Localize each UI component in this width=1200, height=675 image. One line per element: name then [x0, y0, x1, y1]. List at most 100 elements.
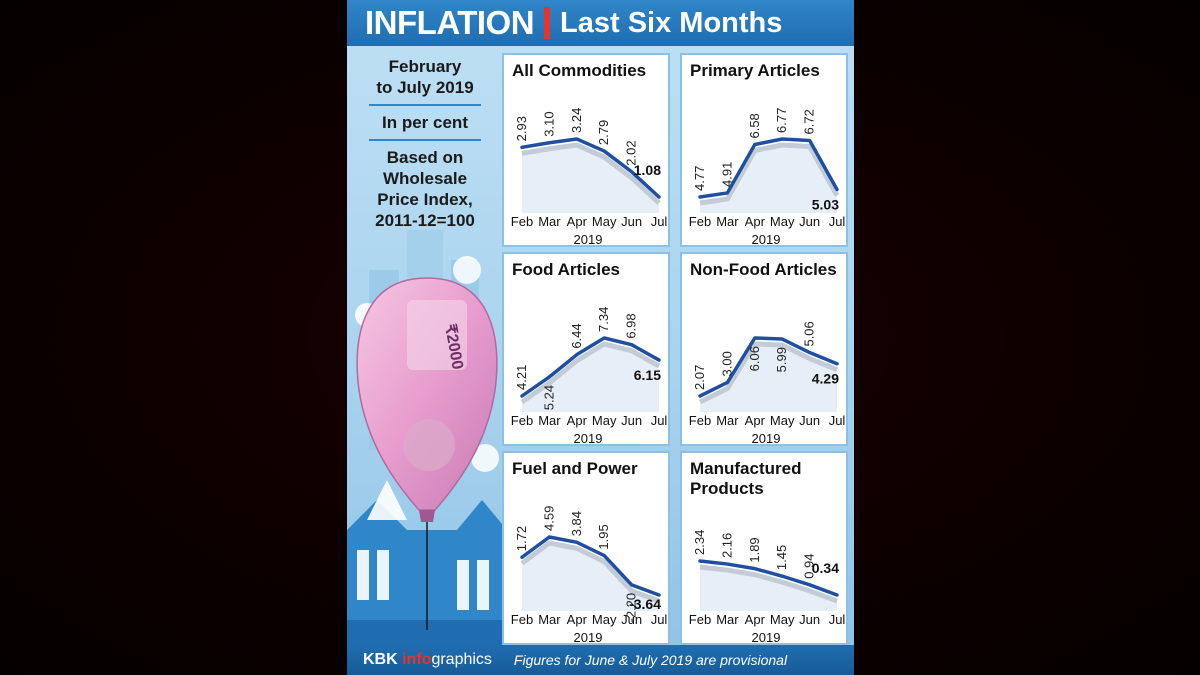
chart-panel-manufactured-products: Manufactured Products 2.34 2.16 1.89 1.45 0.… — [680, 451, 848, 645]
chart-title: Fuel and Power — [512, 459, 638, 478]
data-point-apr — [575, 540, 579, 544]
data-point-may — [602, 336, 606, 340]
value-label-apr: 1.89 — [747, 537, 762, 562]
data-point-may — [602, 554, 606, 558]
chart-panel-all-commodities: All Commodities 2.93 3.10 3.24 2.79 2.02 1.08… — [502, 53, 670, 247]
value-label-jun: 6.98 — [624, 313, 639, 338]
data-point-jun — [808, 138, 812, 142]
infographic-poster: INFLATION Last Six Months ₹2000 — [347, 0, 854, 675]
chart-area-fill — [522, 145, 659, 213]
data-point-mar — [547, 375, 551, 379]
data-point-feb — [698, 559, 702, 563]
x-tick-label-may: May — [770, 214, 795, 229]
credit-info: info — [402, 651, 432, 668]
value-label-mar: 3.00 — [719, 351, 734, 376]
series-shadow-line — [699, 564, 838, 604]
x-tick-label-apr: Apr — [567, 413, 588, 428]
x-tick-label-apr: Apr — [567, 214, 588, 229]
data-point-jul — [835, 187, 839, 191]
x-tick-label-mar: Mar — [538, 214, 561, 229]
x-tick-label-feb: Feb — [511, 413, 533, 428]
data-point-may — [780, 337, 784, 341]
x-axis-label: 2019 — [752, 232, 781, 247]
value-label-may: 1.95 — [596, 524, 611, 549]
series-line — [520, 336, 661, 398]
x-axis-label: 2019 — [752, 431, 781, 446]
basis-line-1: Based on — [386, 148, 464, 167]
series-line — [698, 559, 839, 597]
data-point-feb — [520, 145, 524, 149]
footnote: Figures for June & July 2019 are provisi… — [513, 652, 788, 668]
subtitle: Last Six Months — [560, 6, 783, 39]
data-point-may — [602, 149, 606, 153]
value-label-feb: 4.21 — [514, 365, 529, 390]
data-point-jul — [835, 362, 839, 366]
period-line-2: to July 2019 — [376, 78, 474, 97]
data-point-jul — [657, 593, 661, 597]
x-tick-label-jun: Jun — [621, 612, 642, 627]
x-tick-label-jun: Jun — [621, 413, 642, 428]
value-label-jun: 6.72 — [802, 109, 817, 134]
data-point-apr — [575, 137, 579, 141]
value-label-apr: 6.58 — [747, 113, 762, 138]
data-point-jun — [630, 343, 634, 347]
data-point-feb — [520, 555, 524, 559]
chart-title: Manufactured Products — [690, 459, 802, 498]
x-tick-label-jul: Jul — [829, 413, 846, 428]
chart-title: Primary Articles — [690, 61, 820, 80]
data-point-jun — [808, 351, 812, 355]
value-label-jun: 0.94 — [802, 553, 817, 578]
x-axis-label: 2019 — [574, 232, 603, 247]
value-label-apr: 3.24 — [569, 108, 584, 133]
x-axis-label: 2019 — [574, 630, 603, 645]
series-shadow-line — [698, 341, 838, 405]
value-label-feb: 2.07 — [692, 365, 707, 390]
x-tick-label-apr: Apr — [745, 612, 766, 627]
x-tick-label-mar: Mar — [538, 413, 561, 428]
chart-panel-primary-articles: Primary Articles 4.77 4.91 6.58 6.77 6.72 5.0… — [680, 53, 848, 247]
main-title: INFLATION — [365, 4, 535, 41]
line-chart: 4.21 5.24 6.44 7.34 6.98 6.15 Feb Mar Apr May Jun J… — [511, 307, 668, 446]
chart-area-fill — [522, 344, 659, 412]
banknote-balloon-illustration: ₹2000 — [356, 277, 498, 630]
x-tick-label-mar: Mar — [716, 612, 739, 627]
chart-area-fill — [522, 543, 659, 611]
info-divider — [369, 104, 481, 106]
chart-title: Food Articles — [512, 260, 620, 279]
line-chart: 2.93 3.10 3.24 2.79 2.021.08 Feb Mar Apr May Jun J… — [511, 108, 668, 247]
credit-kbk: KBK — [363, 651, 403, 668]
basis-line-3: Price Index, — [377, 190, 473, 209]
value-label-jul: 6.15 — [634, 367, 661, 383]
line-chart: 2.34 2.16 1.89 1.45 0.940.34 Feb Mar Apr May Jun J… — [689, 530, 846, 645]
value-label-jul: 1.08 — [634, 162, 661, 178]
value-label-mar: 4.91 — [719, 162, 734, 187]
line-chart: 1.72 4.59 3.84 1.95 -2.20-3.64 Feb Mar Apr May Ju… — [511, 506, 668, 645]
value-label-may: 7.34 — [596, 307, 611, 332]
data-point-jun — [808, 583, 812, 587]
value-label-jul: 4.29 — [812, 371, 839, 387]
x-tick-label-apr: Apr — [567, 612, 588, 627]
value-label-apr: 3.84 — [569, 511, 584, 536]
value-label-jun: -2.20 — [624, 593, 639, 623]
x-tick-label-feb: Feb — [689, 612, 711, 627]
series-shadow-line — [520, 341, 661, 405]
x-tick-label-feb: Feb — [689, 413, 711, 428]
chart-title: All Commodities — [512, 61, 647, 80]
series-shadow-line — [520, 540, 660, 604]
value-label-may: 6.77 — [774, 108, 789, 133]
x-tick-label-jul: Jul — [651, 413, 668, 428]
title-separator — [544, 7, 551, 39]
chart-panel-fuel-and-power: Fuel and Power 1.72 4.59 3.84 1.95 -2.20 -3.6… — [502, 451, 670, 645]
data-point-may — [780, 574, 784, 578]
x-tick-label-may: May — [770, 612, 795, 627]
x-tick-label-may: May — [592, 214, 617, 229]
basis-line-2: Wholesale — [382, 169, 468, 188]
series-shadow-line — [521, 142, 661, 205]
x-axis-label: 2019 — [752, 630, 781, 645]
x-tick-label-mar: Mar — [716, 214, 739, 229]
chart-area-fill — [700, 567, 837, 611]
x-tick-label-jun: Jun — [621, 214, 642, 229]
series-line — [520, 535, 661, 597]
data-point-feb — [698, 394, 702, 398]
series-shadow-line — [699, 142, 840, 206]
